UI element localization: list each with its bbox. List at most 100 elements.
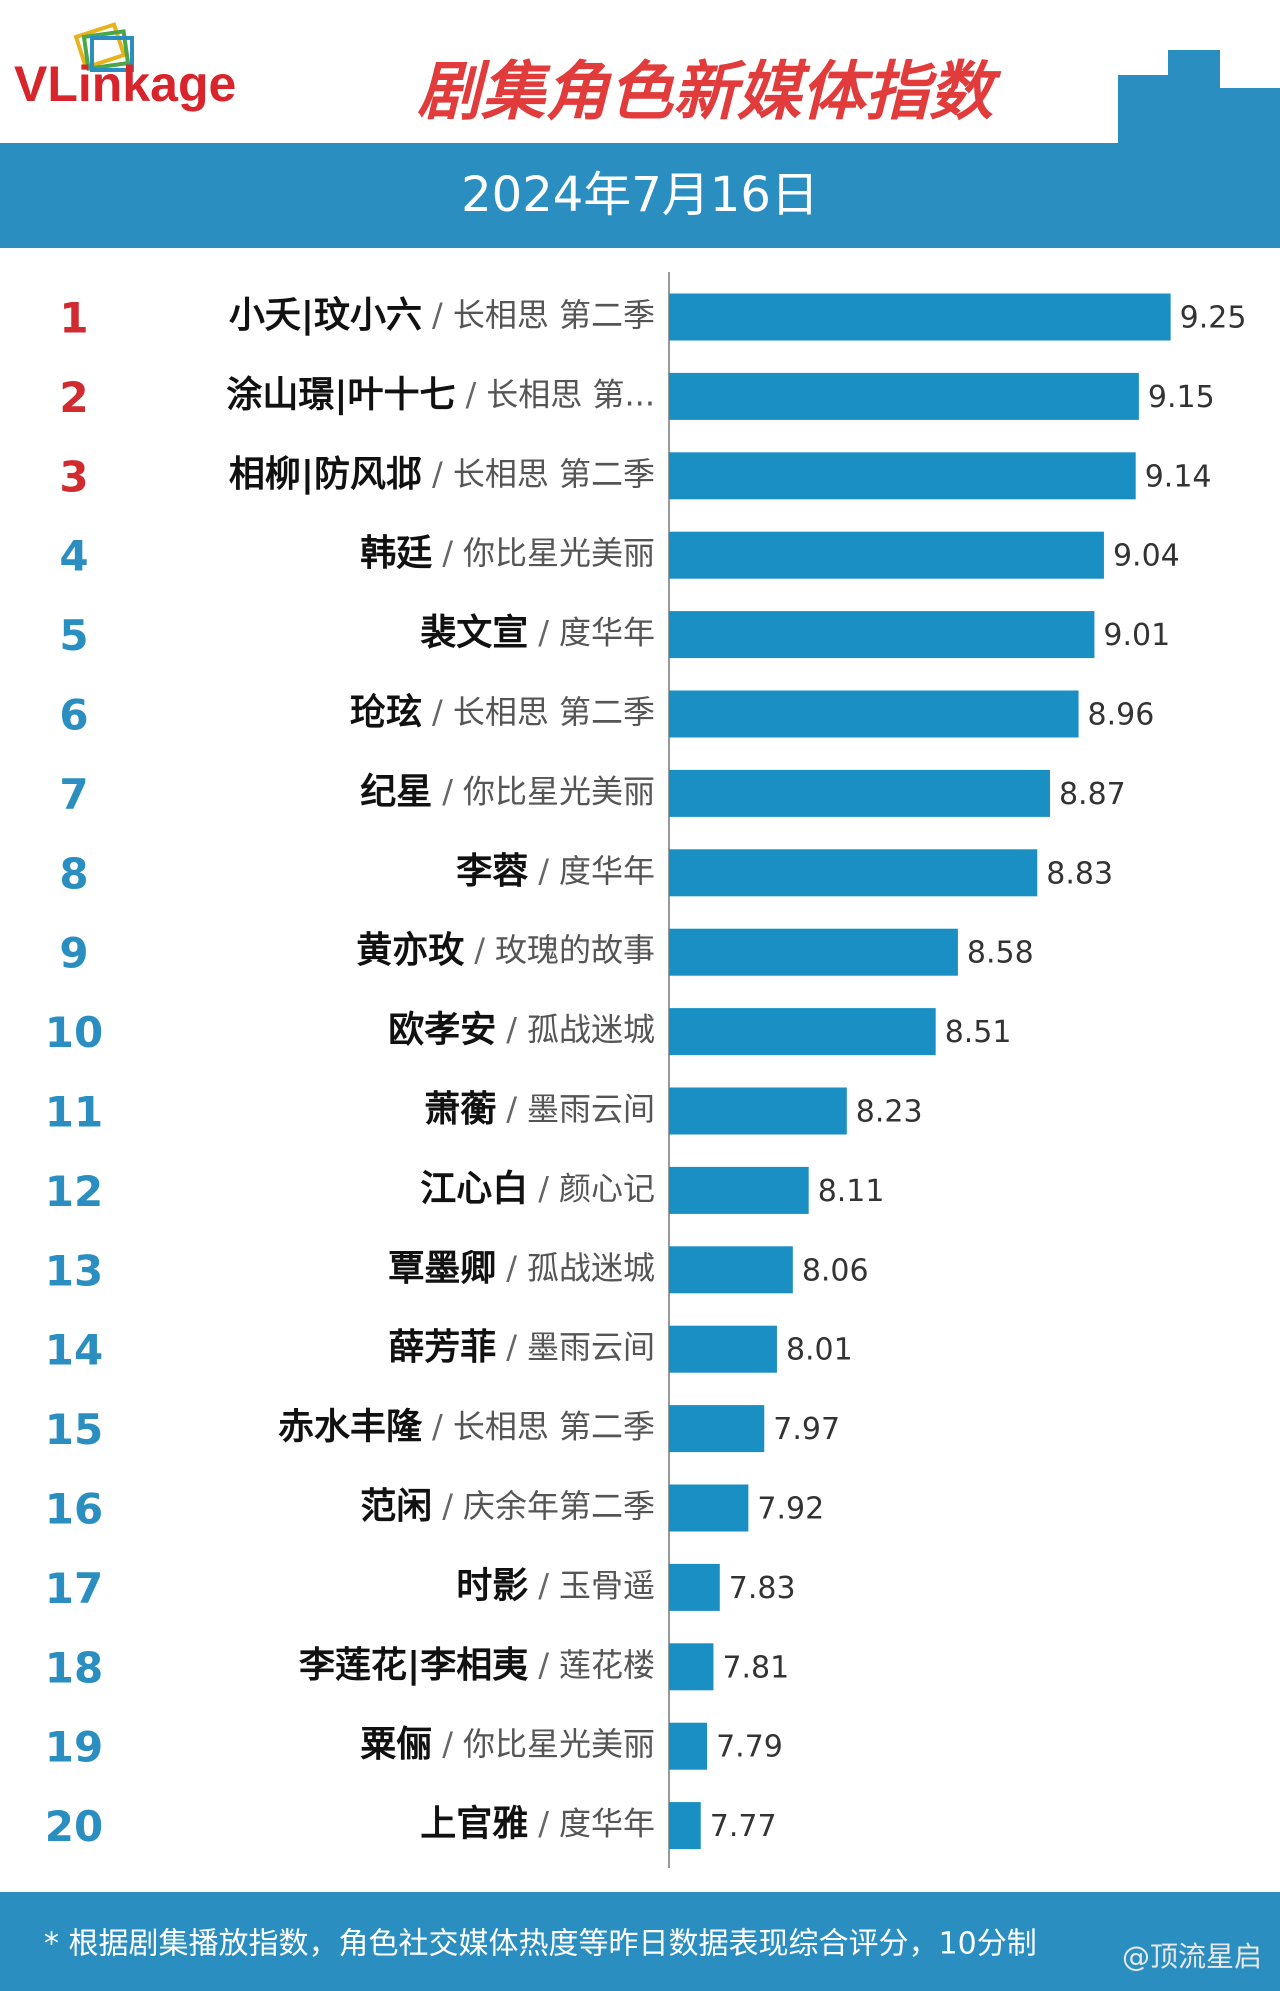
rank: 4 xyxy=(59,532,88,581)
row-label: 江心白 / 颜心记 xyxy=(420,1168,655,1209)
separator: / xyxy=(538,1169,549,1207)
value-label: 8.01 xyxy=(786,1333,853,1368)
rank: 15 xyxy=(45,1405,103,1454)
character-name: 李莲花|李相夷 xyxy=(299,1645,528,1686)
value-label: 8.58 xyxy=(967,936,1034,971)
separator: / xyxy=(466,375,477,413)
bar xyxy=(669,1087,847,1135)
watermark: @顶流星启 xyxy=(1122,1940,1262,1973)
row-label: 薛芳菲 / 墨雨云间 xyxy=(388,1327,655,1368)
separator: / xyxy=(432,455,443,493)
bar xyxy=(669,1484,749,1532)
rank: 8 xyxy=(59,849,88,898)
value-label: 9.15 xyxy=(1148,380,1215,415)
bar xyxy=(669,1325,777,1373)
separator: / xyxy=(442,534,453,572)
row-label: 裴文宣 / 度华年 xyxy=(420,613,655,654)
show-name: 玫瑰的故事 xyxy=(495,931,655,969)
value-label: 9.04 xyxy=(1113,539,1180,574)
show-name: 颜心记 xyxy=(559,1169,655,1207)
show-name: 你比星光美丽 xyxy=(463,772,655,810)
footnote: * 根据剧集播放指数，角色社交媒体热度等昨日数据表现综合评分，10分制 xyxy=(44,1927,1037,1962)
character-name: 上官雅 xyxy=(420,1804,528,1845)
show-name: 长相思 第... xyxy=(486,375,655,413)
row-label: 赤水丰隆 / 长相思 第二季 xyxy=(278,1407,655,1448)
value-label: 8.23 xyxy=(856,1095,923,1130)
character-name: 覃墨卿 xyxy=(388,1248,496,1289)
separator: / xyxy=(538,852,549,890)
separator: / xyxy=(506,1249,517,1287)
bar xyxy=(669,1802,701,1850)
rank: 11 xyxy=(45,1088,103,1137)
show-name: 你比星光美丽 xyxy=(463,1725,655,1763)
rank: 7 xyxy=(59,770,88,819)
show-name: 墨雨云间 xyxy=(527,1090,655,1128)
character-name: 小夭|玟小六 xyxy=(229,295,422,336)
row-label: 李莲花|李相夷 / 莲花楼 xyxy=(299,1645,655,1686)
character-name: 裴文宣 xyxy=(420,613,528,654)
character-name: 薛芳菲 xyxy=(388,1327,496,1368)
date: 2024年7月16日 xyxy=(461,167,819,223)
separator: / xyxy=(538,1646,549,1684)
logo: VLinkage xyxy=(14,56,236,112)
character-name: 黄亦玫 xyxy=(356,930,465,971)
value-label: 7.92 xyxy=(757,1492,824,1527)
value-label: 8.83 xyxy=(1046,856,1113,891)
bar xyxy=(669,1643,714,1691)
row-label: 涂山璟|叶十七 / 长相思 第... xyxy=(226,374,655,415)
show-name: 长相思 第二季 xyxy=(453,296,655,334)
separator: / xyxy=(432,296,443,334)
row-label: 上官雅 / 度华年 xyxy=(420,1804,655,1845)
value-label: 8.51 xyxy=(945,1015,1012,1050)
rank: 12 xyxy=(45,1167,103,1216)
character-name: 李蓉 xyxy=(456,851,528,892)
row-label: 欧孝安 / 孤战迷城 xyxy=(388,1010,655,1051)
rank: 10 xyxy=(45,1008,103,1057)
character-name: 赤水丰隆 xyxy=(278,1407,423,1448)
show-name: 墨雨云间 xyxy=(527,1328,655,1366)
rank: 6 xyxy=(59,691,88,740)
row-label: 小夭|玟小六 / 长相思 第二季 xyxy=(229,295,655,336)
bar xyxy=(669,928,958,976)
character-name: 玱玹 xyxy=(350,692,422,733)
row-label: 相柳|防风邶 / 长相思 第二季 xyxy=(229,454,655,495)
separator: / xyxy=(442,1725,453,1763)
show-name: 长相思 第二季 xyxy=(453,693,655,731)
row-label: 覃墨卿 / 孤战迷城 xyxy=(388,1248,655,1289)
separator: / xyxy=(432,693,443,731)
podium-icon xyxy=(1118,50,1280,143)
chart-title: 剧集角色新媒体指数 xyxy=(417,56,1002,130)
separator: / xyxy=(538,1566,549,1604)
bar xyxy=(669,769,1050,817)
character-name: 欧孝安 xyxy=(388,1010,496,1051)
row-label: 韩廷 / 你比星光美丽 xyxy=(360,533,655,574)
character-name: 涂山璟|叶十七 xyxy=(226,374,455,415)
value-label: 7.81 xyxy=(722,1650,789,1685)
rank: 2 xyxy=(59,373,88,422)
rank: 18 xyxy=(45,1643,103,1692)
show-name: 你比星光美丽 xyxy=(463,534,655,572)
character-name: 韩廷 xyxy=(360,533,432,574)
character-name: 时影 xyxy=(456,1565,528,1606)
value-label: 7.79 xyxy=(716,1730,783,1765)
bar xyxy=(669,690,1079,738)
separator: / xyxy=(506,1090,517,1128)
value-label: 7.83 xyxy=(729,1571,796,1606)
character-name: 相柳|防风邶 xyxy=(229,454,422,495)
value-label: 9.14 xyxy=(1145,459,1212,494)
bar xyxy=(669,1246,793,1294)
value-label: 7.97 xyxy=(773,1412,840,1447)
row-label: 萧蘅 / 墨雨云间 xyxy=(424,1089,655,1130)
separator: / xyxy=(442,772,453,810)
row-label: 时影 / 玉骨遥 xyxy=(456,1565,655,1606)
show-name: 孤战迷城 xyxy=(527,1011,655,1049)
row-label: 黄亦玫 / 玫瑰的故事 xyxy=(356,930,655,971)
bar xyxy=(669,531,1104,579)
bar xyxy=(669,1563,720,1611)
show-name: 玉骨遥 xyxy=(559,1566,655,1604)
bar xyxy=(669,1166,809,1214)
show-name: 度华年 xyxy=(559,1805,655,1843)
character-name: 粟俪 xyxy=(360,1724,432,1765)
bar xyxy=(669,849,1038,897)
